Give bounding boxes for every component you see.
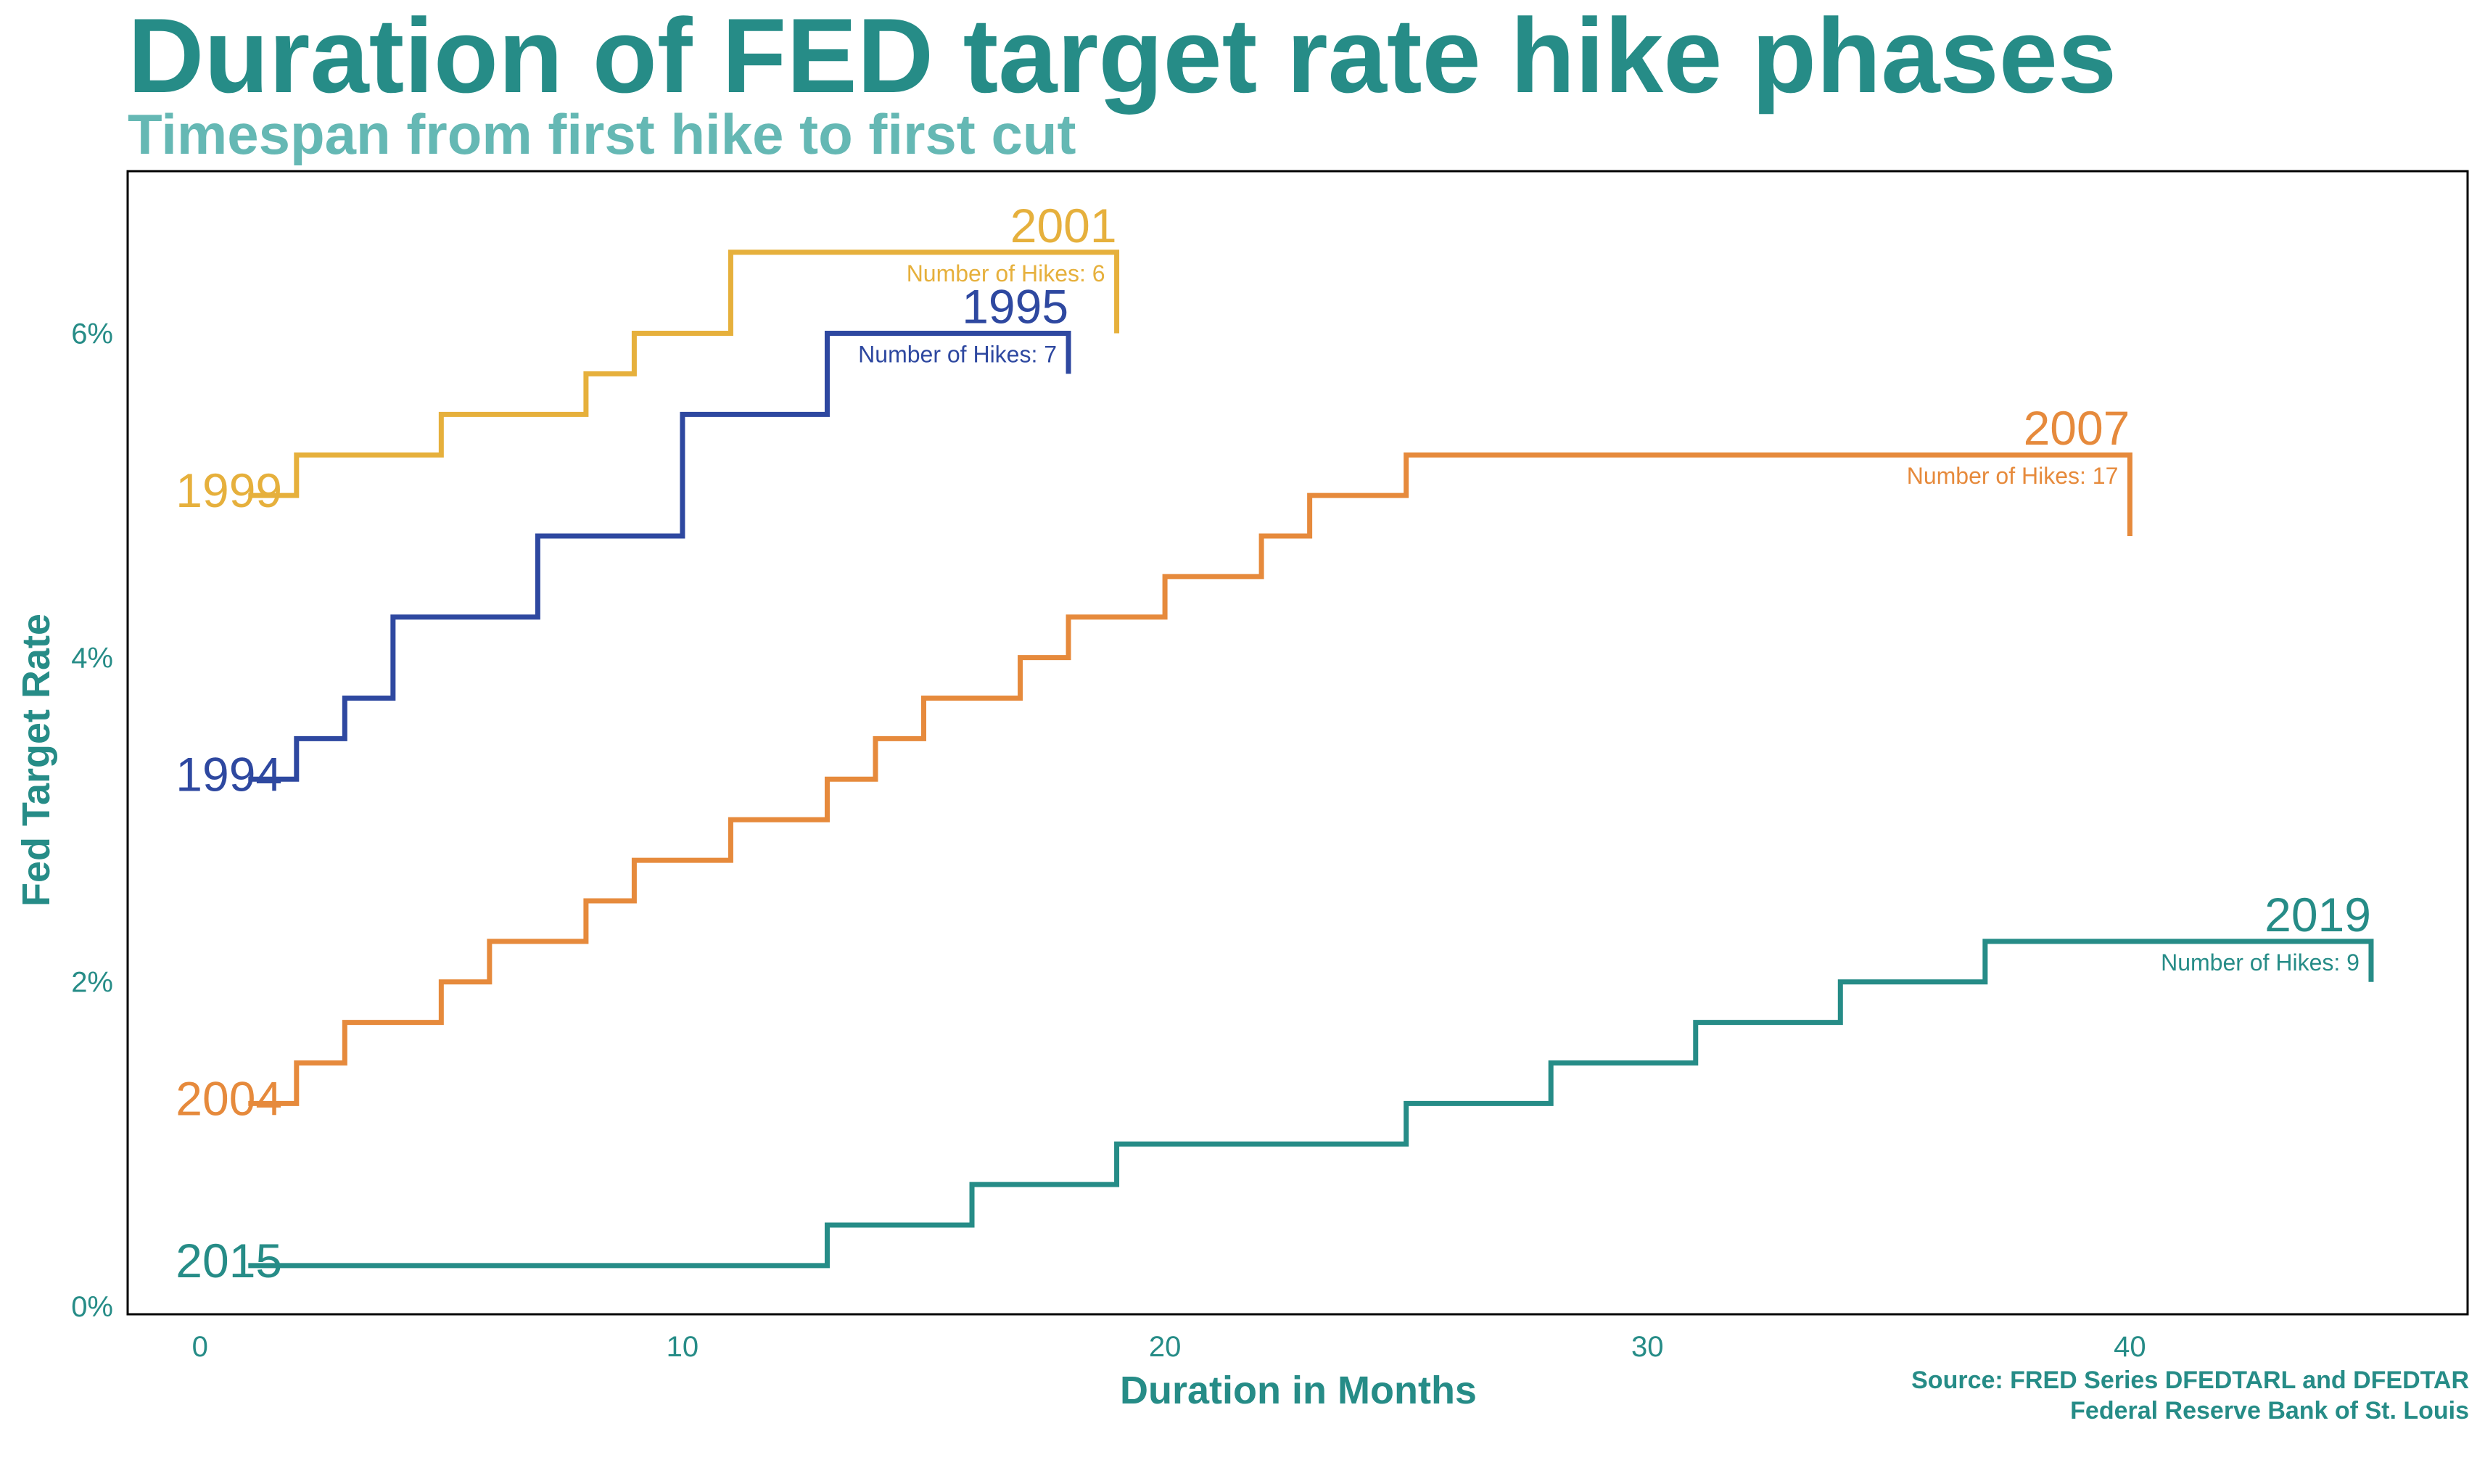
hikes-label: Number of Hikes: 7 xyxy=(858,342,1057,368)
hikes-label: Number of Hikes: 6 xyxy=(907,260,1105,287)
y-axis-label: Fed Target Rate xyxy=(15,614,58,907)
plot-frame xyxy=(126,170,2469,1316)
x-tick-label: 30 xyxy=(1631,1331,1664,1363)
series-end-label: 1995 xyxy=(962,280,1068,334)
hikes-label: Number of Hikes: 17 xyxy=(1907,463,2119,489)
source-line-2: Federal Reserve Bank of St. Louis xyxy=(2070,1397,2469,1425)
chart-title: Duration of FED target rate hike phases xyxy=(128,0,2117,115)
series-line xyxy=(248,939,2374,1269)
y-tick-label: 6% xyxy=(71,318,113,350)
y-axis: 0% 2% 4% 6% xyxy=(71,318,113,1323)
x-tick-label: 0 xyxy=(192,1331,208,1363)
series-end-label: 2001 xyxy=(1010,199,1117,252)
series-start-label: 2004 xyxy=(176,1071,282,1125)
x-tick-label: 20 xyxy=(1149,1331,1182,1363)
x-axis: 0 10 20 30 40 xyxy=(192,1331,2146,1363)
series-start-label: 2015 xyxy=(176,1234,282,1287)
series-start-label: 1994 xyxy=(176,747,282,801)
series-end-label: 2019 xyxy=(2264,888,2371,941)
series-line xyxy=(248,250,1120,498)
series-layer: 1999 2001 Number of Hikes: 6 1994 1995 Number… xyxy=(176,199,2374,1287)
series-end-label: 2007 xyxy=(2024,401,2130,455)
y-tick-label: 0% xyxy=(71,1291,113,1323)
chart-subtitle: Timespan from first hike to first cut xyxy=(128,102,1076,166)
series-1999: 1999 2001 Number of Hikes: 6 xyxy=(176,199,1120,517)
source-note: Source: FRED Series DFEDTARL and DFEDTAR… xyxy=(1911,1365,2469,1426)
series-start-label: 1999 xyxy=(176,463,282,517)
series-1994: 1994 1995 Number of Hikes: 7 xyxy=(176,280,1071,801)
y-tick-label: 4% xyxy=(71,643,113,675)
series-line xyxy=(248,452,2132,1106)
source-line-1: Source: FRED Series DFEDTARL and DFEDTAR xyxy=(1911,1366,2469,1394)
series-2004: 2004 2007 Number of Hikes: 17 xyxy=(176,401,2132,1125)
x-tick-label: 40 xyxy=(2114,1331,2146,1363)
y-tick-label: 2% xyxy=(71,967,113,999)
hikes-label: Number of Hikes: 9 xyxy=(2161,949,2360,976)
series-2015: 2015 2019 Number of Hikes: 9 xyxy=(176,888,2374,1287)
x-axis-label: Duration in Months xyxy=(1120,1369,1477,1412)
x-tick-label: 10 xyxy=(667,1331,699,1363)
series-line xyxy=(248,331,1071,782)
